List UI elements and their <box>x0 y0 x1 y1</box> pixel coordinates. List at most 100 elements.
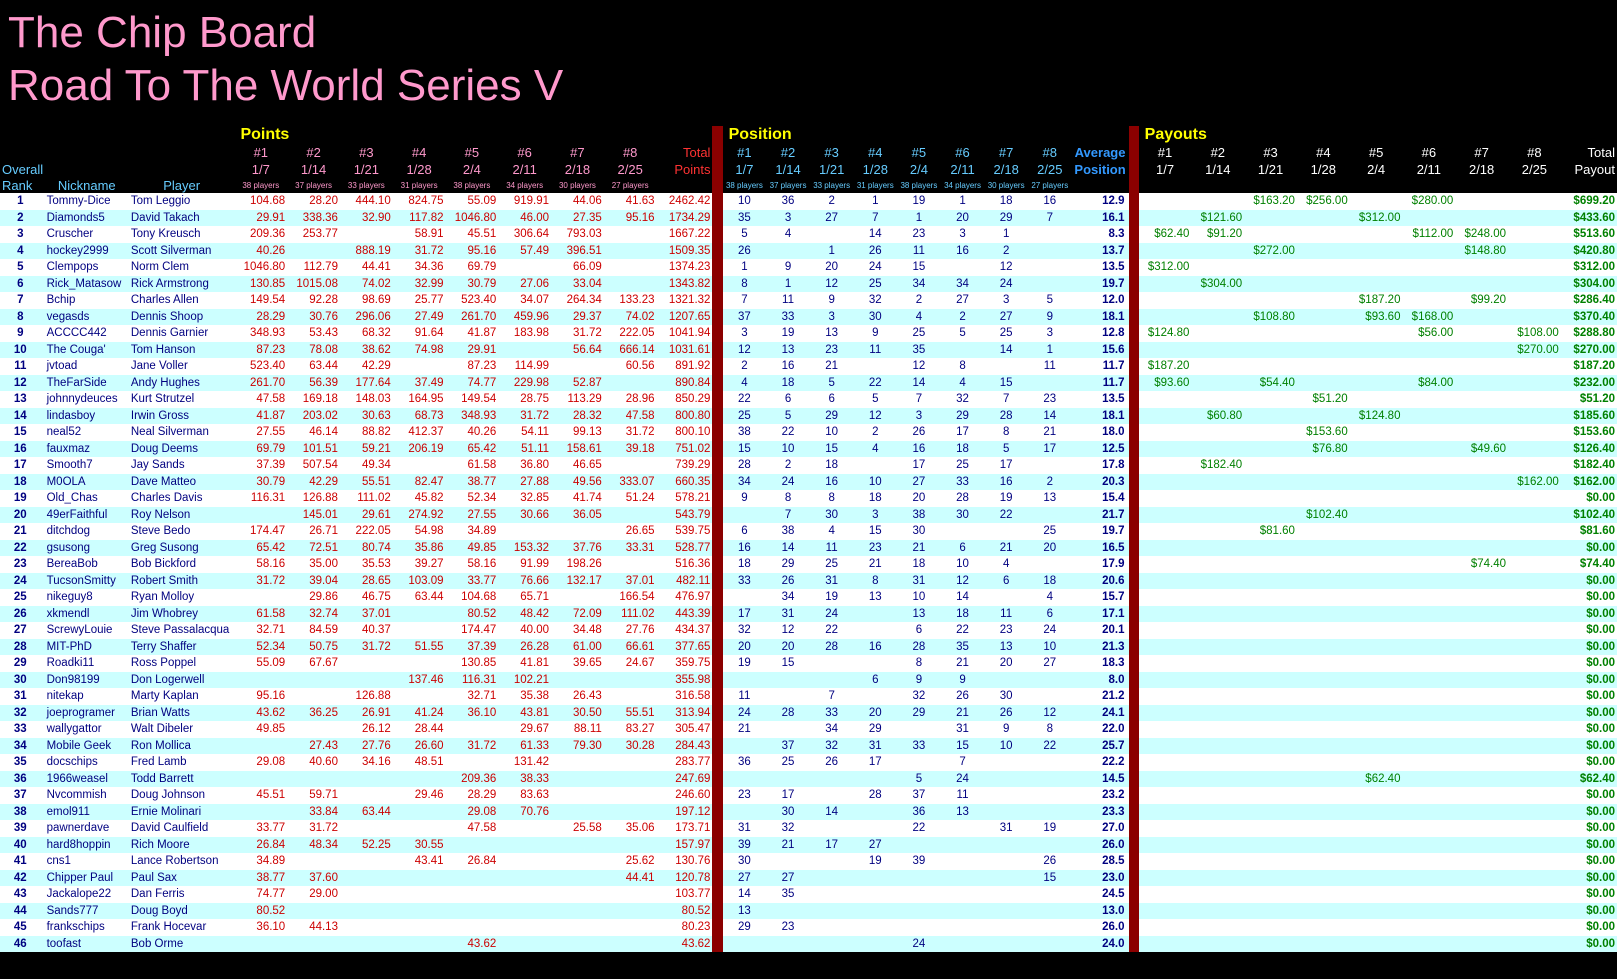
payout-cell <box>1455 820 1509 837</box>
divider <box>1128 539 1139 556</box>
payout-cell <box>1244 787 1297 804</box>
points-cell: 80.52 <box>445 605 499 622</box>
position-cell: 2 <box>722 358 767 375</box>
position-cell: 22 <box>809 622 854 639</box>
points-cell <box>551 671 604 688</box>
nickname-cell: hard8hoppin <box>40 836 129 853</box>
payout-cell <box>1455 886 1509 903</box>
points-cell: 63.44 <box>287 358 340 375</box>
payout-cell <box>1508 853 1561 870</box>
payout-cell <box>1508 589 1561 606</box>
points-cell: 78.08 <box>287 341 340 358</box>
position-cell: 22 <box>940 622 985 639</box>
table-row: 9 ACCCC442 Dennis Garnier 348.93 53.43 68.32 9… <box>0 325 1617 342</box>
payout-cell <box>1244 292 1297 309</box>
position-cell <box>722 737 767 754</box>
points-cell: 26.28 <box>498 638 552 655</box>
total-points-cell: 891.92 <box>656 358 713 375</box>
average-position-cell: 20.6 <box>1071 572 1129 589</box>
table-row: 12 TheFarSide Andy Hughes 261.70 56.39 177.64… <box>0 374 1617 391</box>
position-player-count: 30 players <box>987 181 1025 190</box>
position-cell <box>940 935 985 952</box>
position-cell: 33 <box>766 308 810 325</box>
position-cell: 9 <box>853 325 898 342</box>
position-cell <box>1027 688 1072 705</box>
payout-cell <box>1455 457 1509 474</box>
position-cell: 31 <box>722 820 767 837</box>
points-cell <box>445 721 499 738</box>
payout-cell <box>1402 358 1456 375</box>
position-cell: 9 <box>809 292 854 309</box>
payout-cell <box>1191 308 1245 325</box>
position-cell <box>766 242 810 259</box>
rank-cell: 9 <box>0 325 41 342</box>
total-payout-cell: $0.00 <box>1560 935 1617 952</box>
position-cell: 17 <box>853 754 898 771</box>
points-cell <box>392 457 446 474</box>
points-cell: 29.61 <box>339 506 393 523</box>
divider <box>1128 275 1139 292</box>
payout-cell: $163.20 <box>1244 193 1297 210</box>
payout-cell <box>1349 853 1403 870</box>
payout-cell <box>1455 506 1509 523</box>
position-player-count: 31 players <box>856 181 894 190</box>
points-cell: 32.71 <box>234 622 288 639</box>
position-cell: 18 <box>897 556 941 573</box>
points-cell: 27.55 <box>445 506 499 523</box>
points-cell: 1015.08 <box>287 275 340 292</box>
position-cell: 15 <box>722 440 767 457</box>
payout-cell: $93.60 <box>1138 374 1192 391</box>
position-cell <box>1027 275 1072 292</box>
position-cell: 17 <box>809 836 854 853</box>
position-cell <box>1027 787 1072 804</box>
average-position-cell: 24.0 <box>1071 935 1129 952</box>
nickname-cell: lindasboy <box>40 407 129 424</box>
payout-cell <box>1508 737 1561 754</box>
payout-cell <box>1191 556 1245 573</box>
average-position-cell: 15.7 <box>1071 589 1129 606</box>
points-cell <box>287 242 340 259</box>
points-cell: 39.04 <box>287 572 340 589</box>
points-cell: 111.02 <box>603 605 657 622</box>
position-cell: 9 <box>722 490 767 507</box>
points-cell: 209.36 <box>445 770 499 787</box>
points-cell: 26.65 <box>603 523 657 540</box>
nickname-cell: ScrewyLouie <box>40 622 129 639</box>
points-cell: 47.58 <box>445 820 499 837</box>
position-cell: 32 <box>940 391 985 408</box>
points-player-count: 27 players <box>611 181 649 190</box>
nickname-cell: MIT-PhD <box>40 638 129 655</box>
position-cell: 15 <box>766 655 810 672</box>
points-cell <box>551 919 604 936</box>
payout-cell <box>1191 803 1245 820</box>
position-cell: 28 <box>984 407 1028 424</box>
table-row: 24 TucsonSmitty Robert Smith 31.72 39.04 28.6… <box>0 572 1617 589</box>
payout-cell <box>1508 638 1561 655</box>
table-row: 21 ditchdog Steve Bedo 174.47 26.71 222.05 54.… <box>0 523 1617 540</box>
points-player-count: 33 players <box>347 181 385 190</box>
rank-cell: 6 <box>0 275 41 292</box>
position-cell: 21 <box>722 721 767 738</box>
payout-cell: $312.00 <box>1138 259 1192 276</box>
position-cell <box>853 358 898 375</box>
position-cell: 1 <box>722 259 767 276</box>
divider <box>712 721 723 738</box>
position-cell: 23 <box>853 539 898 556</box>
table-row: 8 vegasds Dennis Shoop 28.29 30.76 296.06 27.4… <box>0 308 1617 325</box>
average-position-cell: 11.7 <box>1071 374 1129 391</box>
average-position-cell: 11.7 <box>1071 358 1129 375</box>
payout-cell <box>1244 490 1297 507</box>
position-cell: 18 <box>809 457 854 474</box>
payout-cell <box>1296 902 1350 919</box>
payout-cell <box>1455 754 1509 771</box>
points-cell: 31.72 <box>445 737 499 754</box>
points-cell: 40.60 <box>287 754 340 771</box>
points-cell <box>287 688 340 705</box>
position-cell: 9 <box>897 671 941 688</box>
payout-cell <box>1138 622 1192 639</box>
payout-cell <box>1244 655 1297 672</box>
points-cell <box>392 688 446 705</box>
points-cell <box>551 589 604 606</box>
payout-cell <box>1455 473 1509 490</box>
points-cell: 37.01 <box>339 605 393 622</box>
